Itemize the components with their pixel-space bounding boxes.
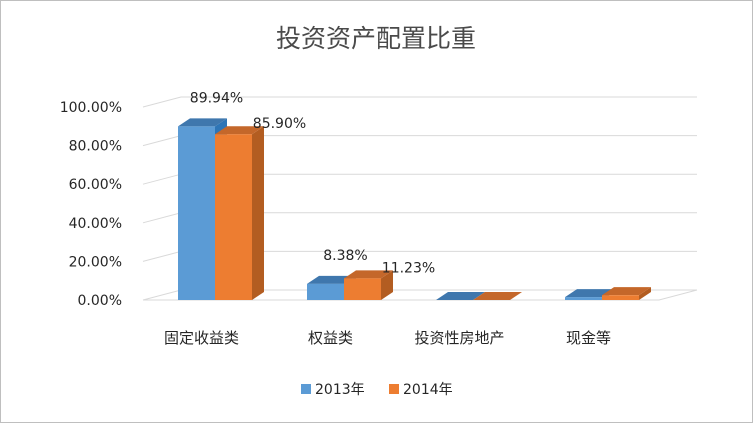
legend-swatch	[389, 384, 399, 394]
y-tick-label: 60.00%	[69, 177, 122, 193]
data-label: 11.23%	[382, 260, 435, 276]
category-labels: 固定收益类 权益类 投资性房地产 现金等	[164, 329, 611, 347]
y-tick-labels: 0.00% 20.00% 40.00% 60.00% 80.00% 100.00%	[60, 100, 122, 309]
y-tick-label: 0.00%	[78, 293, 122, 309]
bar	[307, 283, 344, 300]
y-tick-label: 20.00%	[69, 254, 122, 270]
bar	[602, 295, 639, 300]
bar	[565, 297, 602, 300]
data-label: 85.90%	[253, 116, 306, 132]
category-label: 现金等	[566, 329, 611, 347]
bar	[215, 134, 252, 300]
data-label: 89.94%	[190, 90, 243, 106]
category-label: 权益类	[308, 329, 353, 347]
legend-label: 2014年	[403, 382, 453, 398]
gridline	[142, 96, 697, 108]
category-label: 投资性房地产	[414, 329, 504, 347]
bar-top	[602, 287, 651, 296]
legend: 2013年 2014年	[301, 382, 453, 398]
bar	[178, 126, 215, 300]
category-label: 固定收益类	[164, 329, 239, 347]
y-tick-label: 40.00%	[69, 216, 122, 232]
bar-side	[252, 126, 264, 300]
bar-top	[436, 292, 485, 300]
bar-top	[307, 275, 356, 284]
legend-swatch	[301, 384, 311, 394]
bar-side	[381, 270, 393, 300]
bar-top	[473, 292, 522, 300]
chart-title: 投资资产配置比重	[276, 24, 476, 53]
y-tick-label: 80.00%	[69, 139, 122, 155]
bar-top	[215, 126, 264, 135]
bar-top	[178, 118, 227, 127]
bar-top	[565, 289, 614, 298]
data-label: 8.38%	[323, 248, 367, 264]
bar-side	[639, 287, 651, 300]
bar-top	[344, 270, 393, 279]
y-tick-label: 100.00%	[60, 100, 122, 116]
bar	[344, 278, 381, 300]
data-labels: 89.94% 85.90% 8.38% 11.23%	[190, 90, 435, 276]
bar-layer	[178, 118, 651, 300]
legend-label: 2013年	[315, 382, 365, 398]
